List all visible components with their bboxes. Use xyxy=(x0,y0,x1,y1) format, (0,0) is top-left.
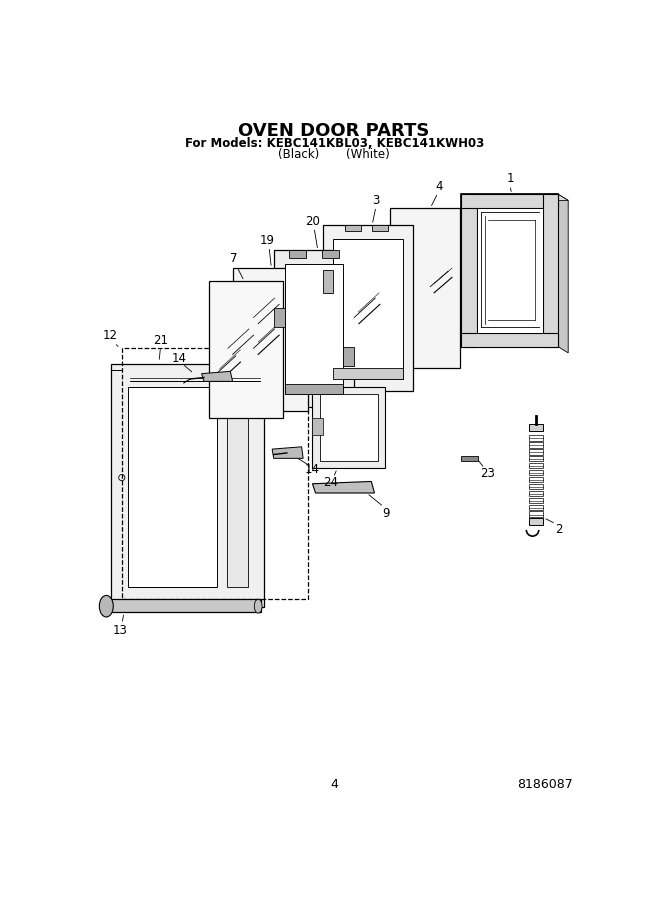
Text: OVEN DOOR PARTS: OVEN DOOR PARTS xyxy=(239,122,430,140)
Polygon shape xyxy=(272,446,303,458)
Polygon shape xyxy=(345,225,361,231)
Text: 12: 12 xyxy=(102,329,117,342)
Polygon shape xyxy=(321,250,339,258)
Polygon shape xyxy=(529,498,543,503)
Polygon shape xyxy=(312,387,385,468)
Polygon shape xyxy=(312,482,374,493)
Polygon shape xyxy=(529,511,543,517)
Polygon shape xyxy=(344,346,354,366)
Polygon shape xyxy=(390,208,460,368)
Text: 19: 19 xyxy=(260,234,275,247)
Polygon shape xyxy=(529,505,543,510)
Polygon shape xyxy=(529,456,543,462)
Polygon shape xyxy=(323,225,413,392)
Polygon shape xyxy=(372,225,388,231)
Text: (White): (White) xyxy=(346,148,390,161)
Text: 23: 23 xyxy=(480,467,495,481)
Text: 14: 14 xyxy=(305,464,320,476)
Polygon shape xyxy=(542,194,558,346)
Polygon shape xyxy=(558,194,568,353)
Text: 4: 4 xyxy=(330,778,338,790)
Polygon shape xyxy=(333,368,403,379)
Polygon shape xyxy=(477,208,542,333)
Polygon shape xyxy=(274,250,354,407)
Polygon shape xyxy=(461,194,568,201)
Polygon shape xyxy=(128,387,217,587)
Polygon shape xyxy=(529,442,543,447)
Polygon shape xyxy=(529,424,543,431)
Polygon shape xyxy=(529,484,543,490)
Polygon shape xyxy=(529,463,543,468)
Polygon shape xyxy=(284,264,344,394)
Polygon shape xyxy=(529,518,543,526)
Polygon shape xyxy=(103,599,261,612)
Text: 8186087: 8186087 xyxy=(517,778,573,790)
Polygon shape xyxy=(529,449,543,454)
Polygon shape xyxy=(529,491,543,496)
Text: 1: 1 xyxy=(507,172,514,185)
Polygon shape xyxy=(461,194,558,208)
Polygon shape xyxy=(312,418,323,436)
Text: 14: 14 xyxy=(171,352,186,365)
Polygon shape xyxy=(461,194,477,346)
Text: 13: 13 xyxy=(113,624,128,636)
Polygon shape xyxy=(461,456,479,461)
Polygon shape xyxy=(274,308,284,328)
Text: 3: 3 xyxy=(372,194,379,207)
Polygon shape xyxy=(529,470,543,475)
Polygon shape xyxy=(529,477,543,482)
Text: 20: 20 xyxy=(305,215,320,228)
Polygon shape xyxy=(201,372,233,382)
Polygon shape xyxy=(284,383,344,394)
Ellipse shape xyxy=(99,596,113,617)
Polygon shape xyxy=(111,364,263,607)
Polygon shape xyxy=(323,270,333,292)
Text: 4: 4 xyxy=(436,180,443,193)
Polygon shape xyxy=(461,194,558,346)
Ellipse shape xyxy=(254,599,262,613)
Polygon shape xyxy=(529,436,543,441)
Polygon shape xyxy=(461,333,558,346)
Text: For Models: KEBC141KBL03, KEBC141KWH03: For Models: KEBC141KBL03, KEBC141KWH03 xyxy=(185,137,484,150)
Text: (Black): (Black) xyxy=(278,148,319,161)
Text: 9: 9 xyxy=(382,507,390,519)
Text: 7: 7 xyxy=(230,252,237,266)
Polygon shape xyxy=(233,268,308,410)
Text: 21: 21 xyxy=(153,334,168,347)
Polygon shape xyxy=(333,238,403,379)
Polygon shape xyxy=(289,250,306,258)
Polygon shape xyxy=(227,387,248,587)
Text: 24: 24 xyxy=(323,476,338,490)
Polygon shape xyxy=(209,281,283,418)
Text: 2: 2 xyxy=(555,523,563,536)
Polygon shape xyxy=(320,394,378,461)
